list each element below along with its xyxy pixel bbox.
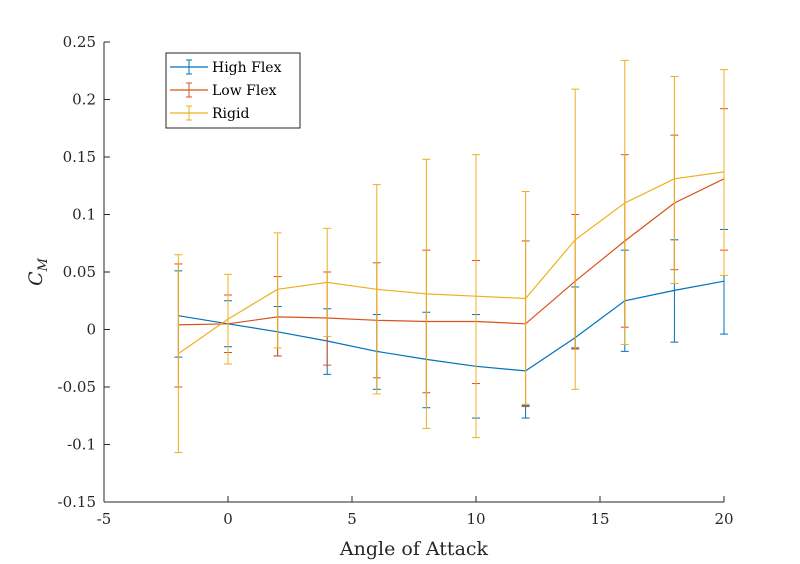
y-tick-label: 0.25: [63, 33, 96, 51]
series-rigid: [174, 59, 728, 454]
series-line: [178, 280, 725, 372]
x-tick-label: -5: [97, 510, 112, 528]
x-tick-label: 0: [223, 510, 233, 528]
legend-item: High Flex: [170, 59, 282, 76]
y-tick-label: 0.1: [72, 206, 96, 224]
y-axis-title: CM: [25, 257, 51, 286]
legend-label: Low Flex: [212, 83, 277, 99]
legend-item: Rigid: [170, 105, 249, 122]
legend-label: Rigid: [212, 106, 249, 122]
series-line: [178, 178, 725, 326]
y-tick-label: -0.1: [67, 436, 96, 454]
legend: High Flex Low Flex Rigid: [165, 52, 301, 129]
y-tick-label: 0: [86, 321, 96, 339]
x-tick-label: 15: [590, 510, 609, 528]
x-axis-title: Angle of Attack: [339, 538, 489, 560]
y-tick-label: 0.05: [63, 263, 96, 281]
legend-label: High Flex: [212, 60, 282, 76]
svg-text:CM: CM: [25, 257, 51, 286]
chart-marks: [174, 59, 728, 454]
y-tick-label: -0.15: [58, 493, 96, 511]
x-tick-label: 5: [347, 510, 357, 528]
axes: [103, 41, 725, 503]
y-axis-title-sub: M: [36, 257, 51, 272]
x-tick-label: 10: [466, 510, 485, 528]
y-tick-label: 0.15: [63, 148, 96, 166]
legend-item: Low Flex: [170, 82, 277, 99]
y-axis-title-main: C: [25, 271, 47, 286]
series-line: [178, 171, 725, 355]
x-tick-label: 20: [714, 510, 733, 528]
y-tick-label: -0.05: [58, 378, 96, 396]
tick-labels: -5 0 5 10 15 20 -0.15 -0.1 -0.05 0 0.05 0.1 0.15 0.2 0…: [58, 33, 734, 528]
y-tick-label: 0.2: [72, 91, 96, 109]
